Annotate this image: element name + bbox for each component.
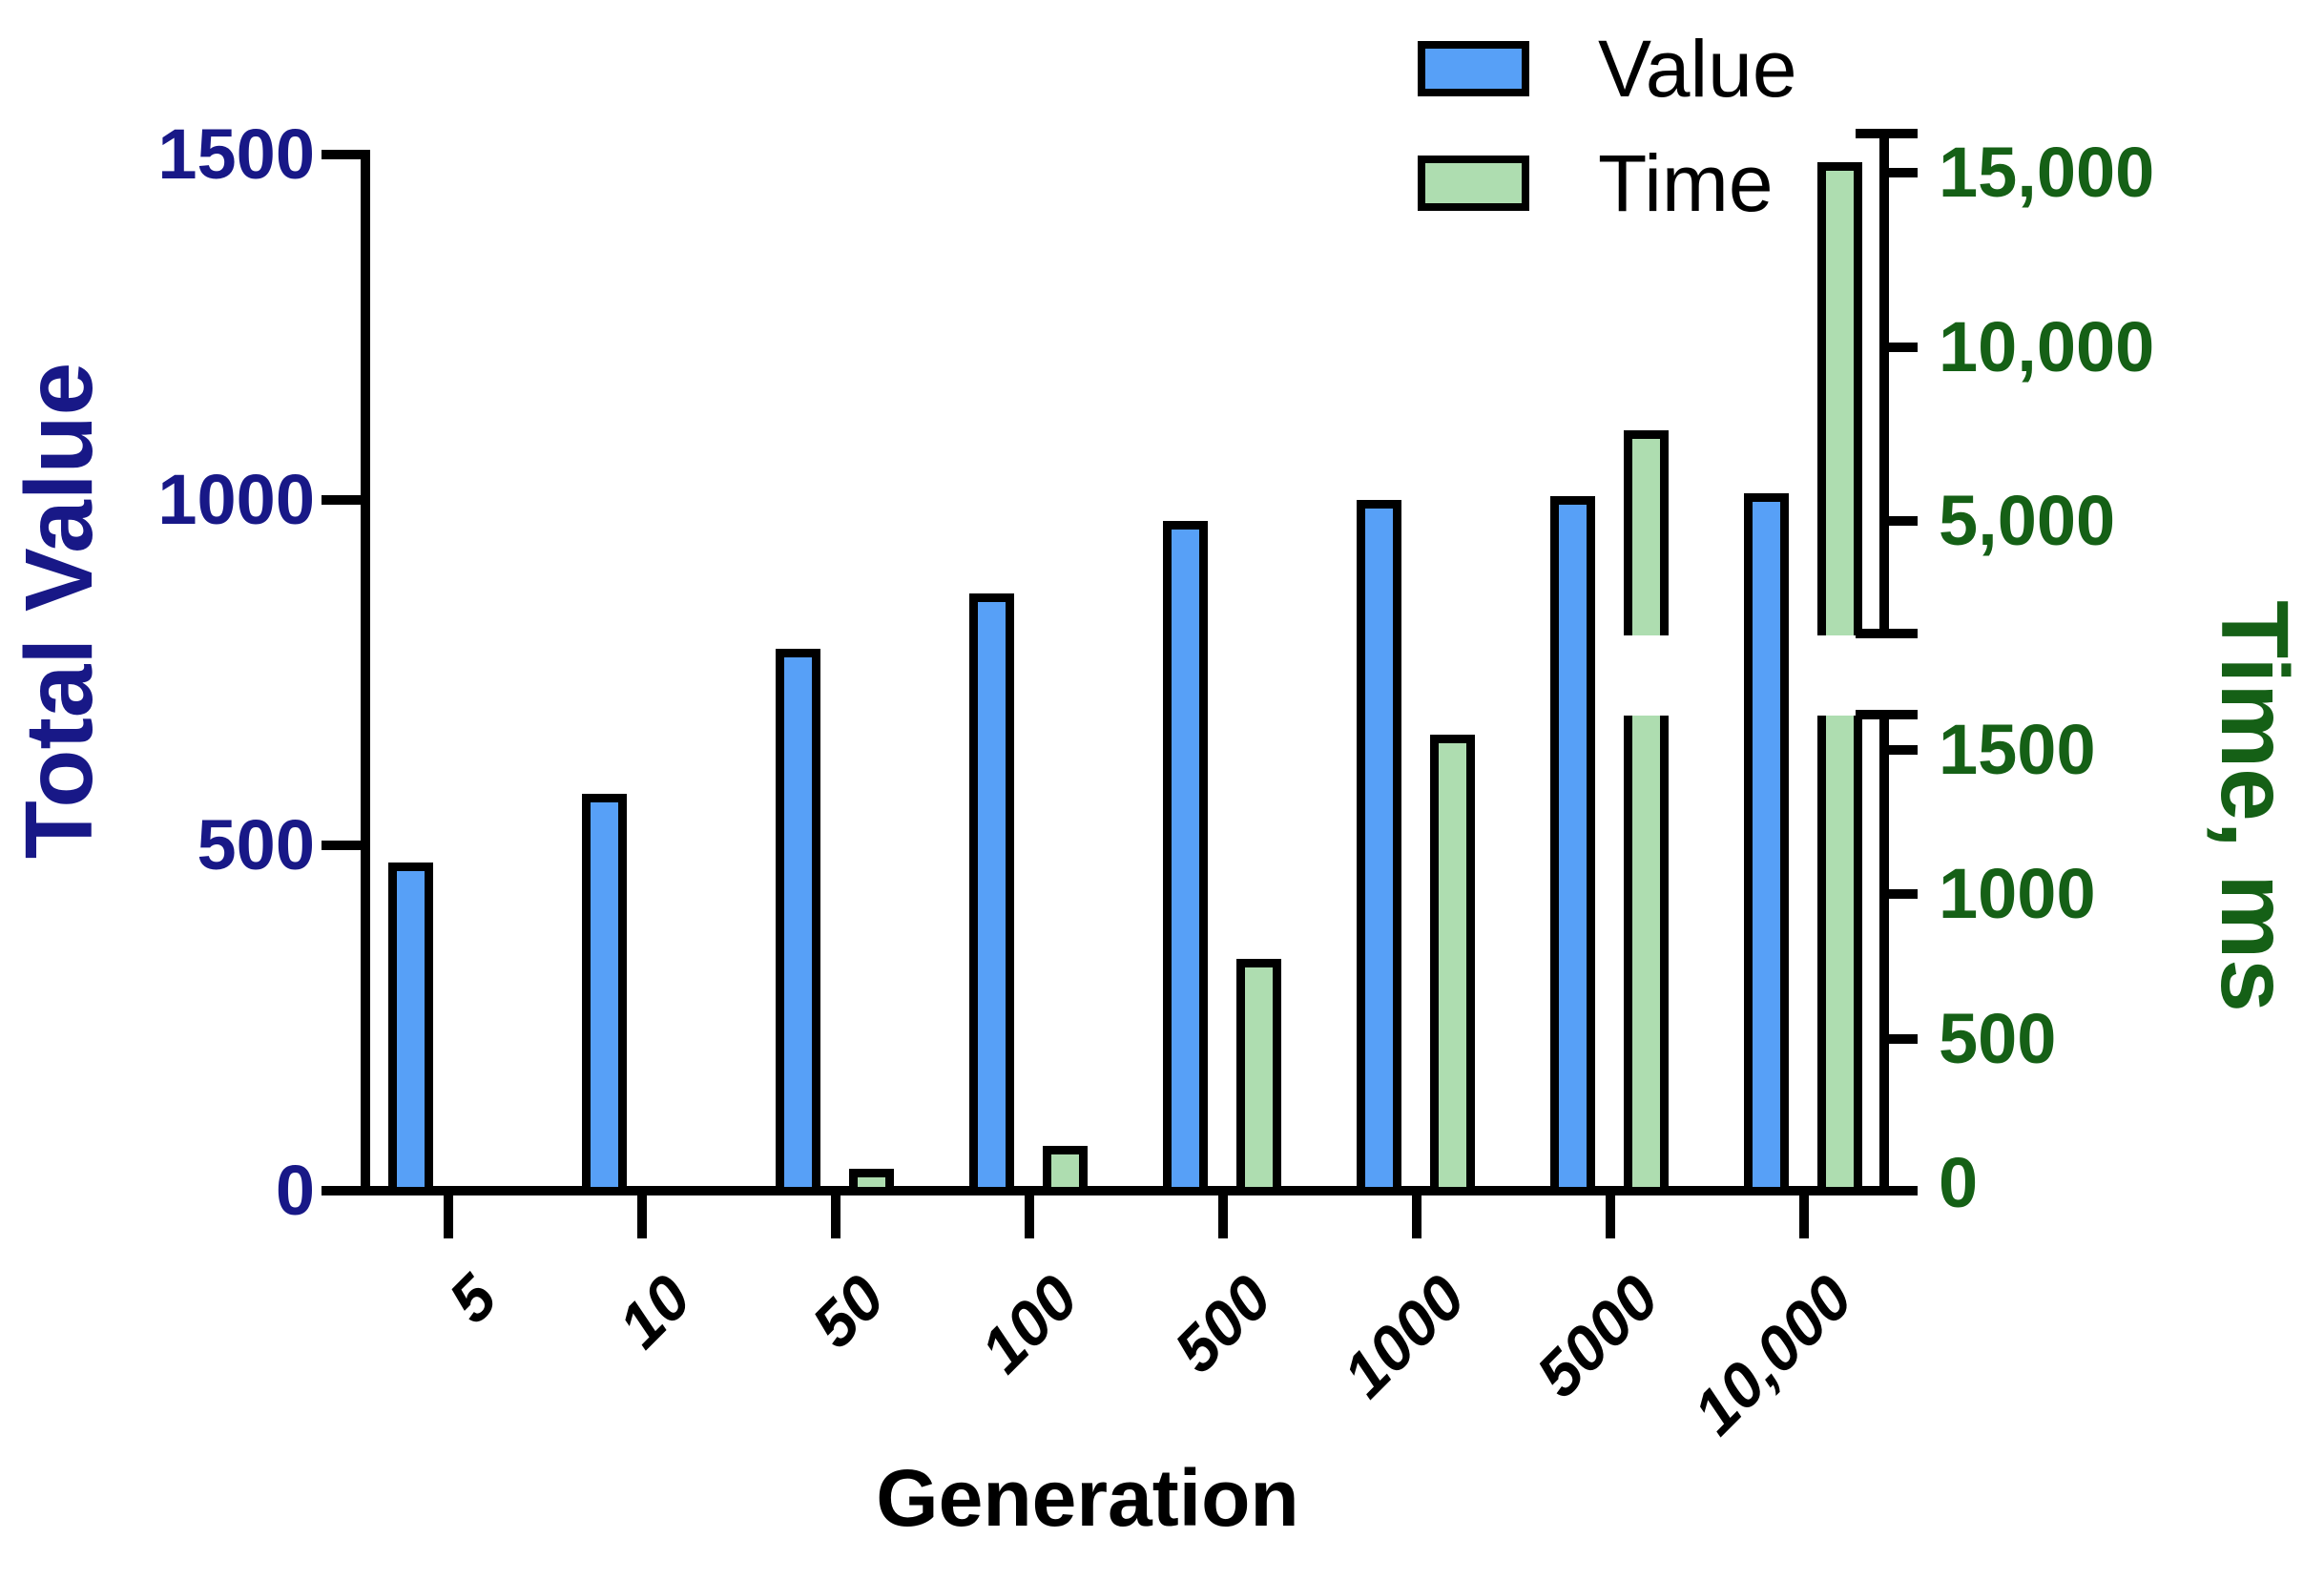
- right-axis-tick-label: 10,000: [1939, 306, 2155, 386]
- x-axis-tick: [1218, 1195, 1228, 1238]
- time-bar: [849, 1168, 894, 1195]
- x-axis-tick: [444, 1195, 453, 1238]
- right-axis-upper-top-cap: [1856, 129, 1918, 138]
- left-axis-tick-label: 1500: [157, 114, 315, 194]
- x-category-label: 10,000: [1679, 1261, 1866, 1448]
- x-category-label: 50: [798, 1261, 898, 1362]
- value-bar: [1163, 520, 1208, 1195]
- value-bar: [388, 863, 433, 1195]
- left-axis-tick: [322, 495, 361, 505]
- time-bar: [1236, 959, 1281, 1195]
- x-axis-line: [322, 1186, 1918, 1195]
- legend-label-time: Time: [1598, 138, 1774, 228]
- x-axis-tick: [1799, 1195, 1809, 1238]
- time-bar-above-break: [1817, 162, 1862, 635]
- value-bar: [1357, 500, 1401, 1195]
- legend-item-time: Time: [1418, 143, 1774, 223]
- right-axis-tick: [1889, 744, 1918, 755]
- x-axis-tick: [831, 1195, 840, 1238]
- right-axis-tick-label: 5,000: [1939, 481, 2116, 560]
- value-bar: [582, 793, 627, 1195]
- right-axis-upper-bottom-cap: [1856, 629, 1918, 638]
- right-axis-upper-line: [1879, 134, 1889, 634]
- x-axis-title: Generation: [876, 1453, 1299, 1543]
- left-axis-tick: [322, 841, 361, 850]
- legend-item-value: Value: [1418, 29, 1797, 109]
- x-axis-tick: [637, 1195, 647, 1238]
- left-axis-title: Total Value: [6, 362, 113, 860]
- right-axis-tick-label: 1500: [1939, 709, 2096, 789]
- left-axis-line: [361, 150, 370, 1195]
- time-series-swatch: [1418, 156, 1529, 211]
- left-axis-tick-label: 0: [275, 1151, 315, 1230]
- right-axis-tick-label: 500: [1939, 998, 2057, 1078]
- value-bar: [1550, 496, 1595, 1195]
- time-bar-above-break: [1624, 430, 1669, 635]
- right-axis-tick-label: 15,000: [1939, 133, 2155, 212]
- left-axis-tick-label: 500: [197, 805, 315, 884]
- right-axis-tick: [1889, 342, 1918, 352]
- right-axis-tick: [1889, 516, 1918, 526]
- time-bar-below-break: [1624, 716, 1669, 1195]
- value-bar: [776, 648, 820, 1195]
- right-axis-tick-label: 1000: [1939, 854, 2096, 933]
- right-axis-lower-top-cap: [1856, 710, 1918, 719]
- x-axis-tick: [1606, 1195, 1615, 1238]
- value-series-swatch: [1418, 41, 1529, 96]
- right-axis-title: Time, ms: [2201, 600, 2308, 1012]
- value-bar: [1744, 492, 1789, 1195]
- left-axis-tick-label: 1000: [157, 460, 315, 539]
- right-axis-tick: [1889, 889, 1918, 899]
- x-axis-tick: [1412, 1195, 1421, 1238]
- x-category-label: 500: [1160, 1261, 1285, 1386]
- x-category-label: 1000: [1329, 1261, 1479, 1411]
- right-axis-tick: [1889, 1033, 1918, 1044]
- right-axis-tick-label: 0: [1939, 1143, 1979, 1222]
- time-bar-below-break: [1817, 716, 1862, 1195]
- time-bar: [1430, 735, 1475, 1195]
- x-category-label: 5000: [1523, 1261, 1672, 1411]
- right-axis-tick: [1889, 168, 1918, 177]
- x-category-label: 10: [604, 1261, 704, 1362]
- x-axis-tick: [1025, 1195, 1034, 1238]
- right-axis-lower-line: [1879, 715, 1889, 1195]
- x-category-label: 5: [435, 1261, 510, 1337]
- value-bar: [969, 592, 1014, 1195]
- x-category-label: 100: [966, 1261, 1091, 1386]
- time-bar: [1043, 1145, 1088, 1195]
- left-axis-tick: [322, 150, 361, 159]
- legend-label-value: Value: [1598, 24, 1797, 114]
